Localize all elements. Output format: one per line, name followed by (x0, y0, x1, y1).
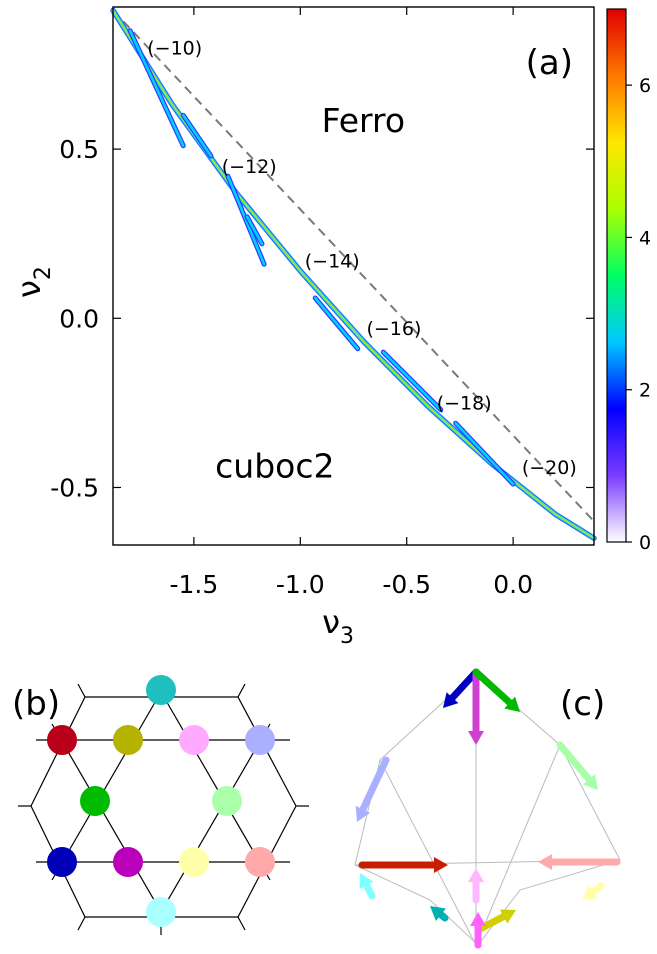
segment-label: (−10) (147, 37, 202, 59)
spin-arrow-head (468, 868, 484, 882)
spin-arrow-head (430, 906, 446, 921)
spin-arrow-head (499, 909, 516, 924)
x-tick-labels: -1.5 -1.0 -0.5 0.0 (169, 570, 533, 599)
framework-line (475, 744, 561, 946)
segment-stripe-inner (181, 113, 213, 158)
spin-site-dot (245, 725, 275, 755)
spin-arrow (556, 741, 593, 783)
panel-a-label: (a) (526, 43, 573, 83)
panel-c-label: (c) (560, 684, 605, 724)
y-tick-label: -0.5 (50, 473, 99, 502)
edge-stub (77, 683, 86, 698)
plot-frame (112, 6, 595, 546)
segment-label: (−14) (305, 251, 360, 273)
y-tick-label: 0.0 (59, 304, 99, 333)
segment-stripe-inner (128, 29, 185, 148)
x-tick-label: -0.5 (382, 570, 431, 599)
spin-arrow-head (582, 774, 598, 790)
spin-sites (47, 675, 275, 927)
segment-label: (−12) (222, 156, 277, 178)
colorbar-tick-label: 6 (639, 75, 651, 97)
lattice-line (51, 723, 162, 913)
spin-site-dot (80, 786, 110, 816)
segment-stripe-inner (226, 174, 266, 266)
panel-a-chart: -1.5 -1.0 -0.5 0.0 -0.50.00.5 (−10)(−12)(−1… (10, 6, 651, 649)
y-axis-subscript: 2 (31, 266, 56, 280)
spin-arrow (437, 911, 449, 922)
spin-site-dot (212, 786, 242, 816)
segment-group (127, 28, 516, 487)
spin-arrow (359, 756, 390, 813)
spin-site-dot (113, 725, 143, 755)
x-tick-label: -1.0 (276, 570, 325, 599)
lattice-line (160, 723, 271, 913)
spin-arrow (474, 913, 508, 934)
spin-arrow-head (434, 857, 448, 873)
segment-label: (−18) (437, 393, 492, 415)
colorbar-tick-label: 4 (639, 227, 651, 249)
segment-stripe-inner (245, 215, 264, 246)
axis-ticks (113, 7, 594, 545)
colorbar (606, 8, 627, 543)
x-tick-label: -1.5 (169, 570, 218, 599)
x-axis-subscript: 3 (340, 624, 354, 649)
spin-site-dot (47, 847, 77, 877)
panel-b-lattice: (b) (12, 675, 309, 935)
spin-arrow-head (355, 805, 371, 822)
spin-arrow-head (443, 692, 459, 708)
edge-stub (237, 916, 246, 931)
y-tick-label: 0.5 (59, 135, 99, 164)
spin-site-dot (179, 725, 209, 755)
spin-arrow-head (359, 873, 374, 890)
segment-stripe-inner (454, 421, 515, 486)
boundary-line (112, 9, 595, 522)
lattice-line (160, 691, 271, 881)
colorbar-ticks: 0 2 4 6 (626, 75, 651, 554)
panel-c-spins: (c) (354, 668, 621, 949)
y-axis-symbol: ν (10, 280, 48, 298)
region-label: Ferro (322, 101, 406, 140)
spin-site-dot (179, 847, 209, 877)
segment-labels: (−10) (−12) (−14) (−16) (−18) (−20) (147, 37, 577, 479)
segment-label: (−16) (366, 318, 421, 340)
framework-line (379, 759, 477, 946)
panel-b-label: (b) (12, 684, 60, 724)
spin-arrow-head (470, 912, 486, 926)
y-axis-label: ν2 (10, 266, 56, 298)
spin-site-dot (146, 897, 176, 927)
spin-arrow (448, 668, 480, 702)
boundary-dashed-line (112, 9, 595, 522)
spin-arrows (355, 668, 621, 949)
spin-site-dot (146, 675, 176, 705)
colorbar-tick-label: 0 (639, 532, 651, 554)
spin-arrow-head (468, 731, 484, 745)
spin-arrow-head (538, 854, 552, 870)
spin-arrow (589, 882, 605, 896)
segment-label: (−20) (522, 457, 577, 479)
region-labels: Ferro cuboc2 (215, 101, 405, 485)
lattice-lines (18, 680, 309, 935)
y-tick-labels: -0.5 0.0 0.5 (50, 135, 99, 502)
spin-arrow (472, 668, 514, 707)
edge-stub (77, 916, 86, 931)
spin-site-dot (245, 847, 275, 877)
spin-arrow-head (582, 885, 599, 900)
spin-arrow (362, 881, 376, 900)
colorbar-tick-label: 2 (639, 380, 651, 402)
spin-site-dot (47, 725, 77, 755)
lattice-line (51, 691, 162, 881)
spin-arrow-head (504, 696, 520, 712)
segment-stripe-inner (381, 350, 443, 411)
region-label: cuboc2 (215, 446, 334, 485)
segment-stripe-inner (313, 296, 360, 351)
x-axis-label: ν3 (322, 603, 354, 649)
x-tick-label: 0.0 (493, 570, 533, 599)
edge-stub (237, 683, 246, 698)
x-axis-symbol: ν (322, 603, 340, 641)
spin-site-dot (113, 847, 143, 877)
